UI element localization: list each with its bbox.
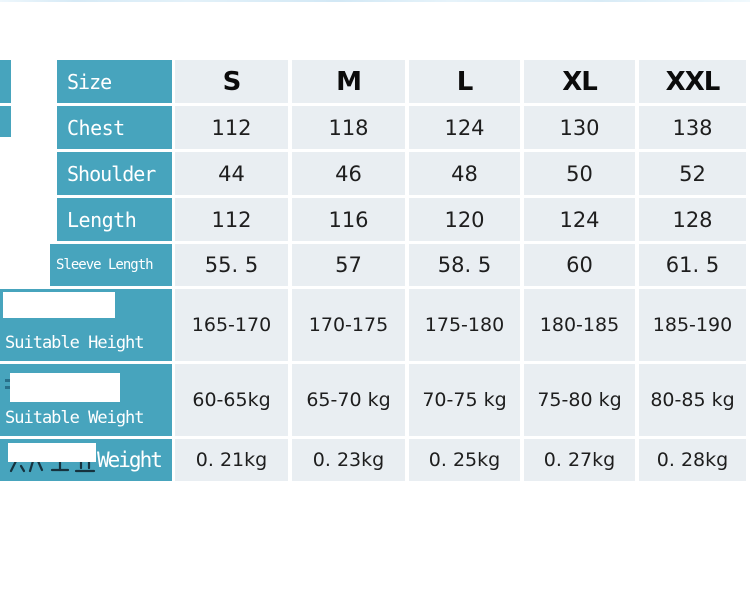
value-cell: 180-185 — [524, 289, 635, 361]
value-cell: 185-190 — [639, 289, 746, 361]
value-cell: 118 — [292, 106, 405, 149]
size-header-cell: M — [292, 60, 405, 103]
value-cell: 70-75 kg — [409, 364, 520, 436]
value-cell: 44 — [175, 152, 288, 195]
size-header-cell: S — [175, 60, 288, 103]
size-header-cell: XL — [524, 60, 635, 103]
value-cell: 48 — [409, 152, 520, 195]
value-cell: 128 — [639, 198, 746, 241]
value-cell: 75-80 kg — [524, 364, 635, 436]
row-label-size: Size — [67, 69, 112, 94]
value-cell: 112 — [175, 198, 288, 241]
value-cell: 61. 5 — [639, 244, 746, 286]
censor-block — [8, 443, 96, 462]
row-label-shoulder: Shoulder — [67, 161, 156, 186]
value-cell: 0. 21kg — [175, 439, 288, 481]
censor-block — [10, 373, 120, 402]
value-cell: 124 — [409, 106, 520, 149]
row-label-length: Length — [67, 207, 137, 232]
value-cell: 138 — [639, 106, 746, 149]
censor-block — [3, 292, 115, 318]
size-header-cell: L — [409, 60, 520, 103]
value-cell: 60 — [524, 244, 635, 286]
value-cell: 116 — [292, 198, 405, 241]
value-cell: 57 — [292, 244, 405, 286]
value-cell: 55. 5 — [175, 244, 288, 286]
censor-block — [0, 137, 11, 149]
obscured-glyph-fragments — [9, 461, 96, 473]
value-cell: 80-85 kg — [639, 364, 746, 436]
value-cell: 165-170 — [175, 289, 288, 361]
value-cell: 112 — [175, 106, 288, 149]
row-label-suitable-height: Suitable Height — [5, 333, 145, 353]
value-cell: 60-65kg — [175, 364, 288, 436]
value-cell: 0. 28kg — [639, 439, 746, 481]
value-cell: 0. 25kg — [409, 439, 520, 481]
size-header-cell: XXL — [639, 60, 746, 103]
top-edge-line — [0, 0, 750, 2]
obscured-stroke-mark — [5, 386, 12, 389]
value-cell: 175-180 — [409, 289, 520, 361]
censor-block — [11, 106, 57, 149]
value-cell: 52 — [639, 152, 746, 195]
value-cell: 0. 23kg — [292, 439, 405, 481]
value-cell: 120 — [409, 198, 520, 241]
row-label-weight: Weight — [97, 448, 163, 472]
value-cell: 130 — [524, 106, 635, 149]
value-cell: 46 — [292, 152, 405, 195]
value-cell: 0. 27kg — [524, 439, 635, 481]
censor-block — [11, 60, 57, 103]
sleeve-length-label-cell-bg — [50, 244, 172, 286]
value-cell: 50 — [524, 152, 635, 195]
obscured-stroke-mark — [5, 379, 12, 382]
length-label-cell-bg — [57, 198, 172, 241]
row-label-chest: Chest — [67, 115, 125, 140]
row-label-suitable-weight: Suitable Weight — [5, 408, 145, 428]
value-cell: 124 — [524, 198, 635, 241]
row-label-sleeve-length: Sleeve Length — [56, 257, 154, 273]
shoulder-label-cell-bg — [57, 152, 172, 195]
value-cell: 170-175 — [292, 289, 405, 361]
value-cell: 65-70 kg — [292, 364, 405, 436]
value-cell: 58. 5 — [409, 244, 520, 286]
